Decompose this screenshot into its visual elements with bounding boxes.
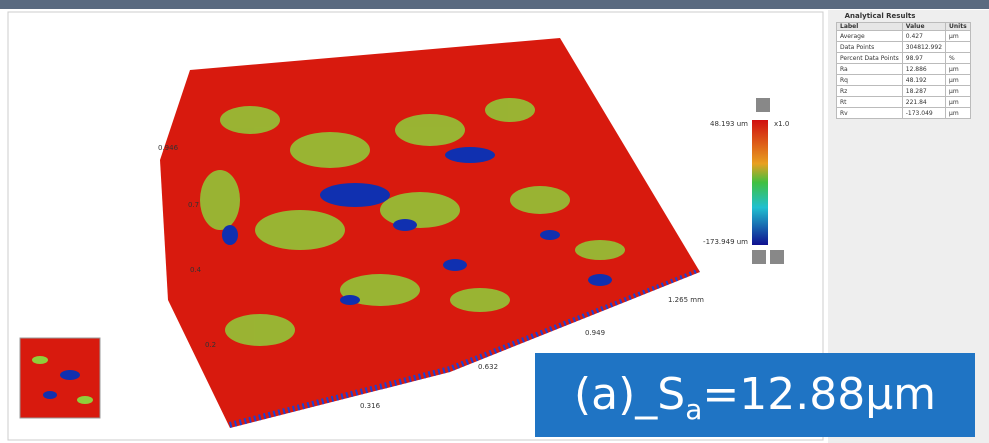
y-axis-label: 0.2 [205,341,216,349]
y-axis-label: 0.7 [188,201,199,209]
table-cell: µm [946,64,971,75]
up-button[interactable] [756,98,770,112]
colorbar-max: 48.193 um [710,120,748,128]
thumbnail [20,338,100,418]
table-cell: Rq [837,75,903,86]
header-cell: Label [837,23,903,31]
results-title: Analytical Results [845,12,916,20]
tool-button[interactable] [752,250,766,264]
caption-subscript: a [685,393,702,426]
table-cell: 221.84 [902,97,945,108]
screenshot: 48.193 um -173.949 um x1.0 0.946 0.7 0.4… [0,0,989,443]
table-cell: Rz [837,86,903,97]
x-axis-label: 0.316 [360,402,381,410]
table-cell: Average [837,31,903,42]
caption-suffix: =12.88μm [702,369,936,420]
table-cell: 12.886 [902,64,945,75]
table-cell: Ra [837,64,903,75]
colorbar [752,120,768,245]
table-cell: Data Points [837,42,903,53]
caption: (a)_Sa=12.88μm [535,353,975,437]
table-cell: 304812.992 [902,42,945,53]
title-bar [0,0,989,9]
table-cell: Percent Data Points [837,53,903,64]
y-axis-label: 0.4 [190,266,202,274]
colorbar-scale: x1.0 [774,120,789,128]
table-cell: µm [946,31,971,42]
table-cell: 98.97 [902,53,945,64]
table-cell: 0.427 [902,31,945,42]
table-cell: -173.049 [902,108,945,119]
header-cell: Units [946,23,971,31]
table-cell: µm [946,75,971,86]
x-axis-label: 0.632 [478,363,498,371]
colorbar-min: -173.949 um [703,238,748,246]
table-cell: 18.287 [902,86,945,97]
table-cell: µm [946,86,971,97]
table-cell: µm [946,97,971,108]
table-cell: Rv [837,108,903,119]
y-axis-label: 0.946 [158,144,179,152]
header-cell: Value [902,23,945,31]
table-cell: µm [946,108,971,119]
x-axis-label: 0.949 [585,329,605,337]
table-cell [946,42,971,53]
table-cell: Rt [837,97,903,108]
table-cell: 48.192 [902,75,945,86]
table-cell: % [946,53,971,64]
x-axis-label: 1.265 mm [668,296,704,304]
caption-prefix: (a)_S [574,369,685,420]
down-button[interactable] [770,250,784,264]
